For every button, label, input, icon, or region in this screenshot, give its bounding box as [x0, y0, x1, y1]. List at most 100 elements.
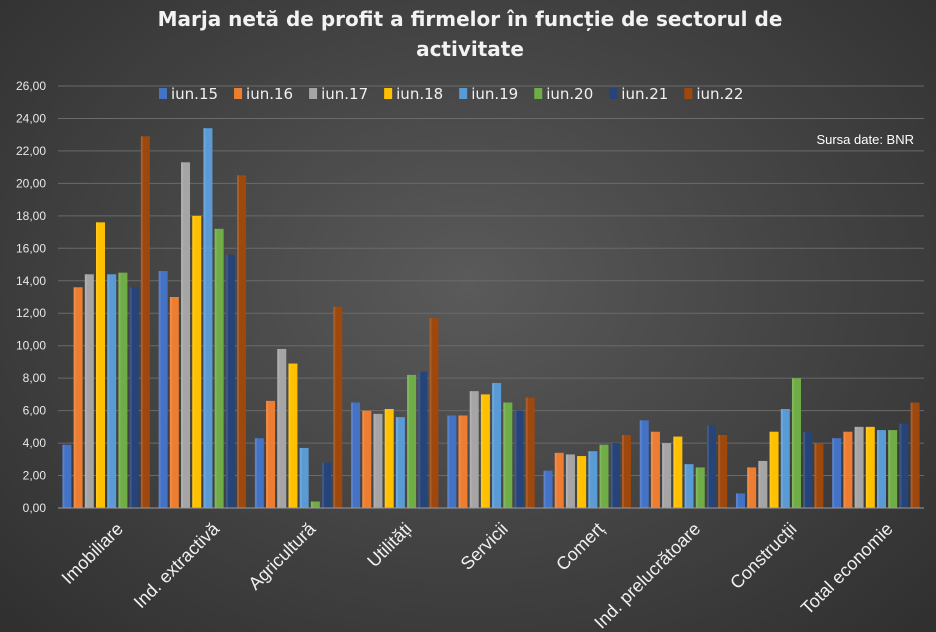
- bar-rect: [362, 410, 372, 508]
- bar-highlight: [554, 452, 557, 508]
- bar-highlight: [791, 378, 794, 508]
- bar-highlight: [203, 128, 206, 508]
- legend-label: iun.16: [246, 85, 293, 103]
- bar: [621, 434, 631, 508]
- bar-rect: [514, 410, 524, 508]
- legend-swatch: [684, 88, 693, 99]
- bar: [525, 397, 535, 508]
- legend-swatch: [234, 88, 243, 99]
- bar-rect: [288, 363, 298, 508]
- bar: [514, 410, 524, 508]
- category-label: Imobiliare: [58, 519, 127, 588]
- bar-rect: [639, 420, 649, 508]
- y-axis-ticks: 0,00 2,00 4,00 6,00 8,00 10,00 12,00 14,00 16,00…: [16, 79, 46, 515]
- category-label: Ind. extractivă: [130, 518, 224, 612]
- bar-highlight: [322, 462, 325, 508]
- bar-rect: [480, 394, 490, 508]
- bar: [747, 467, 757, 508]
- bar-highlight: [73, 287, 76, 508]
- bar-rect: [299, 447, 309, 508]
- bar: [107, 274, 117, 508]
- bar-rect: [876, 430, 886, 508]
- bar-highlight: [747, 467, 750, 508]
- bar-rect: [62, 444, 72, 508]
- bar-rect: [780, 408, 790, 508]
- bar-highlight: [192, 215, 195, 508]
- bar-rect: [469, 391, 479, 508]
- bar-highlight: [118, 272, 121, 508]
- bar: [254, 438, 264, 508]
- bar: [373, 413, 383, 508]
- bar-highlight: [854, 426, 857, 508]
- bar-highlight: [514, 410, 517, 508]
- bar-rect: [73, 287, 83, 508]
- bar: [758, 460, 768, 508]
- chart-title-line-1: Marja netă de profit a firmelor în funcț…: [158, 7, 783, 31]
- bar-highlight: [610, 443, 613, 508]
- bar-highlight: [780, 408, 783, 508]
- bar-rect: [237, 175, 247, 508]
- bar: [192, 215, 202, 508]
- bar: [803, 431, 813, 508]
- bar: [662, 443, 672, 508]
- bar: [791, 378, 801, 508]
- category-label: Servicii: [457, 519, 512, 574]
- bar: [718, 434, 728, 508]
- bar-highlight: [429, 318, 432, 508]
- bar-rect: [266, 400, 276, 508]
- bar-rect: [384, 408, 394, 508]
- bar-highlight: [469, 391, 472, 508]
- bar: [447, 415, 457, 508]
- bar: [854, 426, 864, 508]
- legend-label: iun.19: [471, 85, 518, 103]
- bar-highlight: [684, 464, 687, 508]
- bar-highlight: [181, 162, 184, 509]
- bar-rect: [525, 397, 535, 508]
- bar: [214, 228, 224, 509]
- bar-rect: [621, 434, 631, 508]
- bar-highlight: [288, 363, 291, 508]
- bar: [599, 444, 609, 508]
- bar: [554, 452, 564, 508]
- bar: [780, 408, 790, 508]
- bar: [492, 383, 502, 508]
- bar-highlight: [266, 400, 269, 508]
- bar-highlight: [803, 431, 806, 508]
- bar-rect: [832, 438, 842, 508]
- bar: [310, 501, 320, 508]
- bar: [684, 464, 694, 508]
- bar: [543, 470, 553, 508]
- y-tick-label: 20,00: [16, 176, 46, 190]
- y-tick-label: 22,00: [16, 144, 46, 158]
- bar-rect: [429, 318, 439, 508]
- category-label: Total economie: [797, 519, 897, 619]
- bar-rect: [599, 444, 609, 508]
- y-tick-label: 12,00: [16, 306, 46, 320]
- bar-rect: [706, 425, 716, 508]
- legend-item: iun.19: [459, 85, 518, 103]
- bar-rect: [84, 274, 94, 508]
- legend-label: iun.17: [321, 85, 368, 103]
- legend-swatch: [534, 88, 543, 99]
- bar-highlight: [706, 425, 709, 508]
- bar-rect: [203, 128, 213, 508]
- bar-rect: [407, 374, 417, 508]
- bar: [503, 402, 513, 508]
- bar-highlight: [458, 415, 461, 508]
- bar-rect: [843, 431, 853, 508]
- bar-rect: [565, 454, 575, 508]
- bar-highlight: [876, 430, 879, 508]
- bar: [639, 420, 649, 508]
- bar-rect: [543, 470, 553, 508]
- bar: [706, 425, 716, 508]
- bar-rect: [910, 402, 920, 508]
- y-tick-label: 8,00: [23, 371, 47, 385]
- bar-highlight: [621, 434, 624, 508]
- bar-highlight: [237, 175, 240, 508]
- bar-highlight: [769, 431, 772, 508]
- bar: [203, 128, 213, 508]
- y-tick-label: 6,00: [23, 404, 47, 418]
- bar-highlight: [373, 413, 376, 508]
- bar: [225, 254, 235, 508]
